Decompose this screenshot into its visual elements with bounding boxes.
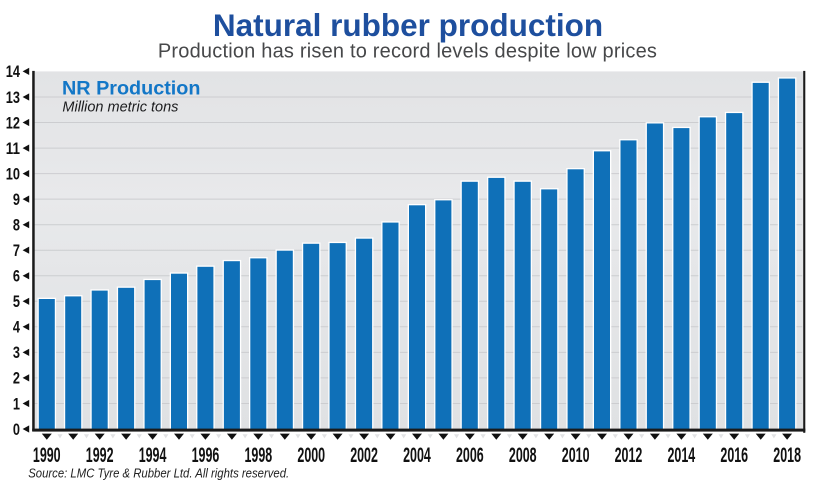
svg-text:Source: LMC Tyre & Rubber Ltd.: Source: LMC Tyre & Rubber Ltd. All right… (28, 465, 289, 480)
svg-text:14: 14 (6, 63, 20, 81)
svg-text:5: 5 (13, 293, 20, 311)
svg-text:NR Production: NR Production (62, 78, 200, 100)
svg-text:1996: 1996 (192, 444, 220, 467)
svg-text:Production has risen to record: Production has risen to record levels de… (158, 41, 657, 63)
svg-text:9: 9 (13, 191, 20, 209)
svg-text:8: 8 (13, 217, 20, 235)
svg-text:13: 13 (6, 89, 20, 107)
svg-text:6: 6 (13, 268, 20, 286)
svg-text:2: 2 (13, 370, 20, 388)
svg-text:3: 3 (13, 344, 20, 362)
svg-text:2006: 2006 (456, 444, 484, 467)
svg-text:2012: 2012 (615, 444, 643, 467)
svg-text:4: 4 (13, 319, 20, 337)
svg-text:1990: 1990 (33, 444, 61, 467)
svg-text:1998: 1998 (245, 444, 273, 467)
svg-text:7: 7 (13, 242, 20, 260)
svg-text:1: 1 (13, 395, 20, 413)
svg-text:2014: 2014 (668, 444, 696, 467)
svg-text:11: 11 (6, 140, 20, 158)
svg-text:2008: 2008 (509, 444, 537, 467)
svg-text:2000: 2000 (297, 444, 325, 467)
svg-text:0: 0 (13, 421, 20, 439)
svg-text:Natural rubber production: Natural rubber production (213, 7, 603, 43)
svg-text:12: 12 (6, 114, 20, 132)
svg-text:Million metric tons: Million metric tons (62, 99, 178, 115)
svg-text:1992: 1992 (86, 444, 114, 467)
svg-text:2004: 2004 (403, 444, 431, 467)
svg-text:2010: 2010 (562, 444, 590, 467)
svg-text:10: 10 (6, 165, 20, 183)
svg-text:2018: 2018 (773, 444, 801, 467)
svg-text:2002: 2002 (350, 444, 378, 467)
svg-text:2016: 2016 (720, 444, 748, 467)
svg-text:1994: 1994 (139, 444, 167, 467)
